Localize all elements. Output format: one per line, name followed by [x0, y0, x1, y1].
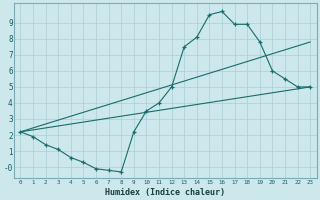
X-axis label: Humidex (Indice chaleur): Humidex (Indice chaleur)	[105, 188, 225, 197]
